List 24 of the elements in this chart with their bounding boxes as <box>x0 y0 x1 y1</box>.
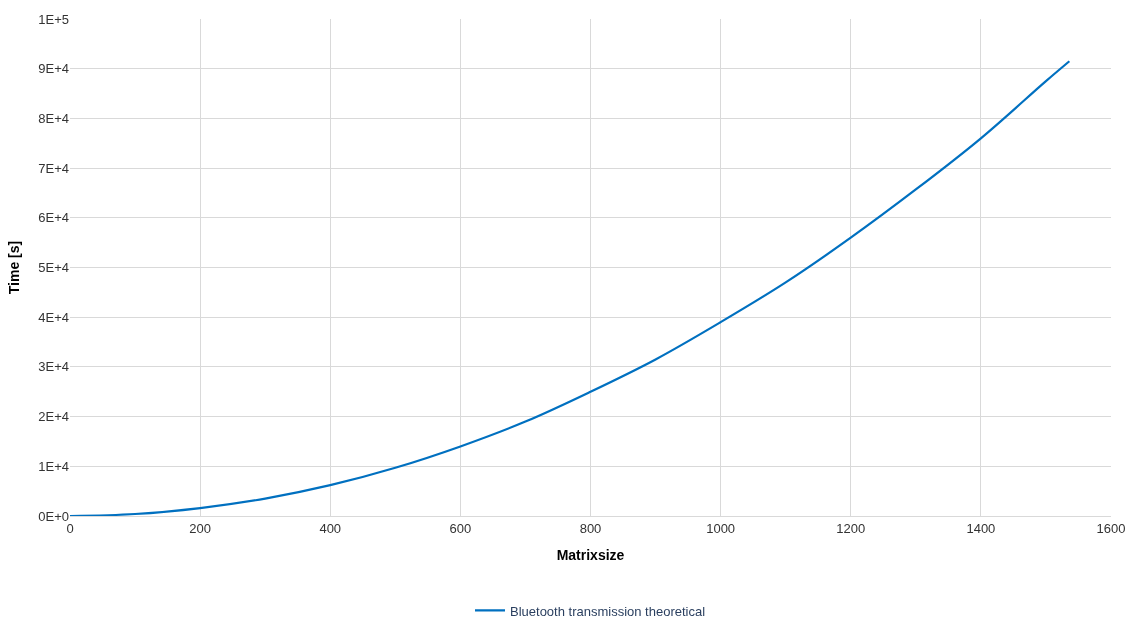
x-tick-label: 800 <box>579 520 602 536</box>
y-tick-label: 6E+4 <box>38 210 69 226</box>
x-tick-label: 1400 <box>966 520 996 536</box>
y-tick-label: 7E+4 <box>38 160 69 176</box>
y-tick-label: 1E+5 <box>38 11 69 27</box>
x-tick-label: 600 <box>449 520 472 536</box>
legend-label: Bluetooth transmission theoretical <box>510 603 706 619</box>
y-tick-label: 8E+4 <box>38 110 69 126</box>
x-axis-title: Matrixsize <box>556 546 625 563</box>
y-tick-label: 4E+4 <box>38 309 69 325</box>
x-tick-label: 1200 <box>836 520 866 536</box>
y-tick-label: 1E+4 <box>38 458 69 474</box>
y-tick-label: 9E+4 <box>38 61 69 77</box>
x-tick-label: 1000 <box>706 520 736 536</box>
y-tick-label: 2E+4 <box>38 409 69 425</box>
x-tick-label: 1600 <box>1096 520 1126 536</box>
y-tick-label: 3E+4 <box>38 359 69 375</box>
x-tick-label: 0 <box>66 520 74 536</box>
y-axis-title: Time [s] <box>5 240 22 295</box>
x-tick-label: 200 <box>189 520 211 536</box>
line-series <box>70 60 1071 516</box>
y-tick-label: 5E+4 <box>38 260 69 276</box>
y-tick-label: 0E+0 <box>38 508 69 524</box>
x-tick-label: 400 <box>319 520 342 536</box>
